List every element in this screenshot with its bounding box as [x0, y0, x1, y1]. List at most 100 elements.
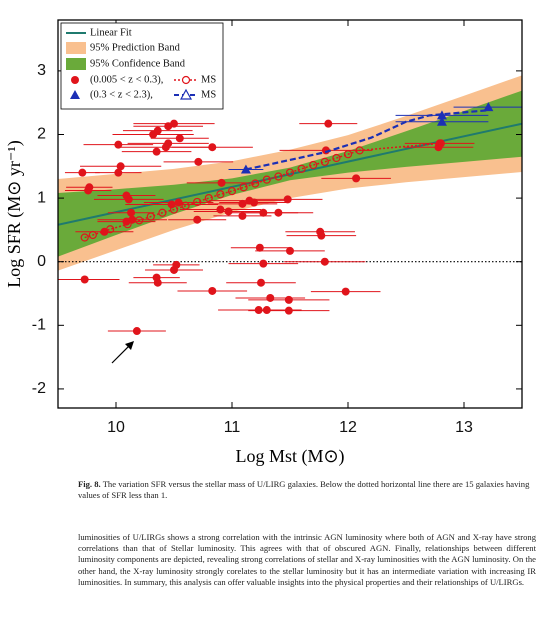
plot-area: [58, 75, 522, 336]
y-tick-label: 2: [37, 126, 46, 143]
legend-label: MS: [201, 74, 216, 85]
x-tick-label: 12: [339, 419, 357, 436]
point: [170, 265, 178, 274]
point: [286, 246, 294, 255]
x-axis-label: Log Mst (M⊙): [235, 446, 344, 467]
ms-point: [169, 205, 179, 214]
point: [80, 275, 89, 284]
point: [194, 157, 203, 166]
point: [217, 178, 226, 187]
point: [266, 293, 275, 302]
point: [317, 231, 326, 240]
x-tick-label: 11: [224, 419, 241, 436]
ms-point: [181, 201, 190, 210]
ms-point: [158, 208, 167, 217]
x-tick-label: 13: [455, 419, 473, 436]
body-text: luminosities of U/LIRGs shows a strong c…: [78, 532, 536, 587]
ms-point: [343, 150, 353, 159]
legend-label: (0.005 < z < 0.3),: [90, 74, 163, 85]
point: [262, 306, 271, 315]
point: [114, 140, 123, 149]
legend-swatch: [66, 58, 86, 70]
ms-point: [204, 193, 213, 203]
chart: Log Mst (M⊙) Log SFR (M⊙ yr⁻¹) -2-101231…: [4, 19, 523, 467]
legend-swatch: [70, 90, 80, 99]
point: [116, 162, 125, 171]
point: [284, 306, 293, 315]
point: [341, 287, 350, 296]
legend-label: MS: [201, 89, 216, 100]
point: [114, 168, 123, 177]
caption-text: The variation SFR versus the stellar mas…: [78, 479, 530, 500]
point: [84, 186, 93, 195]
point: [78, 168, 87, 177]
point: [208, 143, 217, 152]
y-tick-label: 3: [37, 62, 46, 79]
point: [174, 198, 183, 207]
point: [193, 215, 202, 224]
arrow: [111, 341, 134, 364]
point: [127, 208, 136, 217]
ms-point: [227, 187, 237, 196]
ms-point: [332, 153, 341, 163]
point: [436, 110, 447, 120]
ms-point: [309, 160, 318, 170]
ms-point: [274, 172, 283, 181]
ms-line: [84, 142, 441, 239]
legend-swatch: [66, 42, 86, 54]
point: [259, 208, 268, 217]
ms-point: [123, 220, 132, 229]
point: [352, 174, 361, 183]
ms-point: [436, 139, 445, 148]
ms-point: [88, 230, 97, 240]
point: [153, 278, 162, 287]
ms-point: [320, 157, 329, 166]
y-tick-label: 0: [37, 253, 46, 270]
point: [175, 134, 184, 143]
point: [434, 143, 443, 152]
point: [320, 257, 329, 266]
point: [208, 286, 217, 295]
ms-point: [216, 190, 225, 199]
point: [250, 198, 259, 207]
fit-line: [58, 122, 522, 226]
point: [224, 207, 233, 216]
ms-point: [193, 197, 202, 207]
legend-label: Linear Fit: [90, 27, 132, 38]
legend-swatch: [181, 75, 191, 85]
ms-point: [135, 216, 144, 225]
point: [164, 139, 173, 148]
ms-line: [245, 109, 488, 171]
ms-point: [146, 212, 155, 221]
y-tick-label: 1: [37, 189, 46, 206]
ms-point: [355, 146, 364, 155]
legend-label: 95% Prediction Band: [90, 42, 181, 53]
legend-label: (0.3 < z < 2.3),: [90, 89, 153, 100]
legend-box: [60, 22, 224, 110]
point: [255, 243, 264, 252]
point: [124, 195, 133, 204]
y-tick-label: -2: [32, 380, 46, 397]
point: [274, 208, 283, 217]
ms-point: [251, 179, 260, 188]
ms-point: [239, 183, 248, 192]
plot-frame: [57, 19, 523, 409]
y-tick-label: -1: [32, 317, 46, 334]
point: [324, 119, 333, 128]
point: [153, 126, 162, 135]
legend-label: 95% Confidence Band: [90, 58, 186, 69]
caption-label: Fig. 8.: [78, 479, 101, 489]
point: [259, 259, 268, 268]
point: [257, 278, 265, 287]
ms-point: [80, 233, 89, 242]
legend-swatch: [179, 88, 193, 100]
point: [283, 195, 292, 204]
point: [132, 327, 141, 336]
legend-swatch: [71, 76, 79, 84]
point: [238, 211, 247, 220]
ms-point: [297, 164, 306, 173]
point: [254, 306, 263, 315]
y-axis-label: Log SFR (M⊙ yr⁻¹): [4, 140, 25, 288]
x-tick-label: 10: [107, 419, 125, 436]
